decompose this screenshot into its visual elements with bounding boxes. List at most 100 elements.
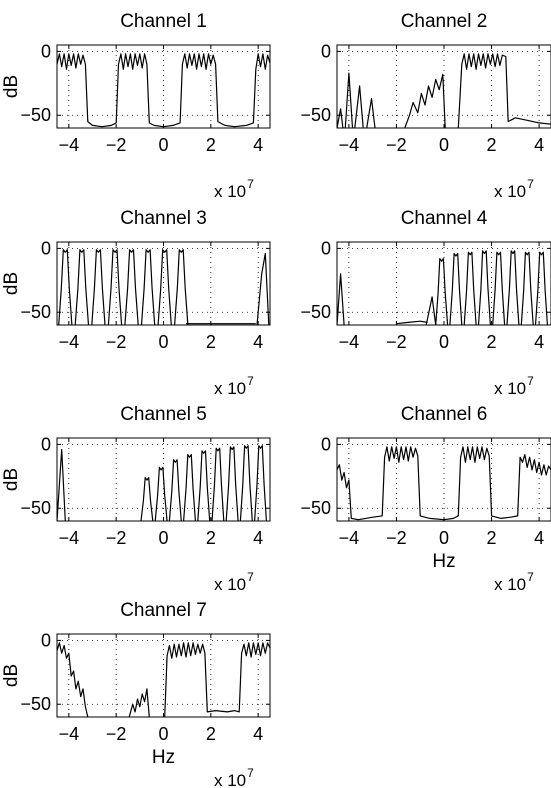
series-group — [58, 249, 270, 325]
x-tick-label: 0 — [439, 135, 449, 155]
series-line — [168, 459, 182, 521]
x-tick-label: −2 — [106, 528, 127, 548]
chart-title: Channel 2 — [401, 11, 488, 32]
series-line — [124, 249, 139, 325]
x-tick-label: −4 — [339, 332, 360, 352]
series-line — [239, 445, 253, 521]
x-tick-label: 0 — [158, 135, 168, 155]
series-line — [140, 249, 156, 325]
x-axis-label: Hz — [152, 747, 175, 768]
chart-title: Channel 1 — [120, 11, 207, 32]
series-line — [425, 296, 437, 325]
series-line — [154, 466, 168, 521]
y-axis-label: dB — [1, 664, 22, 687]
series-line — [534, 251, 548, 325]
x-exponent-label: x 107 — [214, 766, 254, 788]
series-group — [337, 53, 551, 128]
series-line — [197, 450, 211, 521]
series-line — [256, 252, 270, 325]
x-tick-label: 4 — [253, 332, 263, 352]
y-tick-label: −50 — [20, 498, 51, 518]
x-tick-label: −4 — [339, 528, 360, 548]
x-exponent-label: x 107 — [494, 374, 534, 398]
x-tick-label: 4 — [253, 724, 263, 744]
y-axis-label: dB — [1, 468, 22, 491]
panel-channel-5: −4 −2 0 2 4 0 −50 Channel 5 dB x 107 — [1, 404, 271, 594]
series-line — [57, 642, 89, 717]
y-tick-label: −50 — [20, 302, 51, 322]
series-group — [337, 250, 548, 325]
x-exponent-power: 7 — [527, 177, 534, 191]
x-exponent-power: 7 — [247, 177, 254, 191]
series-line — [457, 53, 551, 128]
x-tick-label: −2 — [106, 724, 127, 744]
x-exponent-base: x 10 — [494, 379, 526, 398]
panel-channel-3: −4 −2 0 2 4 0 −50 Channel 3 dB x 107 — [1, 208, 271, 398]
series-line — [91, 249, 106, 325]
chart-title: Channel 6 — [401, 404, 488, 425]
y-tick-label: 0 — [41, 41, 51, 61]
x-exponent-label: x 107 — [214, 374, 254, 398]
y-tick-label: −50 — [300, 498, 331, 518]
y-tick-label: 0 — [321, 434, 331, 454]
panel-channel-7: −4 −2 0 2 4 0 −50 Channel 7 dB Hz x 107 — [1, 600, 271, 788]
series-line — [157, 249, 172, 325]
x-tick-label: −2 — [386, 332, 407, 352]
panel-channel-1: −4 −2 0 2 4 0 −50 Channel 1 dB x 107 — [1, 11, 271, 201]
series-line — [225, 446, 239, 521]
series-line — [211, 447, 225, 521]
x-tick-label: −4 — [339, 135, 360, 155]
y-tick-label: 0 — [41, 434, 51, 454]
x-tick-label: 2 — [487, 528, 497, 548]
series-line — [492, 251, 506, 325]
series-line — [463, 251, 477, 325]
series-line — [57, 448, 66, 521]
series-line — [344, 72, 354, 128]
x-exponent-power: 7 — [247, 766, 254, 780]
x-exponent-label: x 107 — [494, 570, 534, 594]
series-line — [449, 252, 463, 325]
series-group — [57, 642, 270, 717]
series-line — [354, 85, 364, 128]
series-line — [57, 53, 270, 128]
x-tick-label: −4 — [59, 528, 80, 548]
x-tick-label: −4 — [59, 724, 80, 744]
x-tick-label: 0 — [439, 528, 449, 548]
series-line — [128, 688, 150, 717]
chart-title: Channel 7 — [120, 600, 207, 621]
series-group — [57, 445, 267, 521]
x-tick-label: 2 — [206, 528, 216, 548]
x-tick-label: −2 — [106, 332, 127, 352]
x-tick-label: 2 — [487, 332, 497, 352]
panel-channel-6: −4 −2 0 2 4 0 −50 Channel 6 Hz x 107 — [300, 404, 551, 594]
series-line — [74, 249, 90, 325]
y-axis-label: dB — [1, 272, 22, 295]
x-tick-label: 2 — [206, 135, 216, 155]
series-line — [506, 250, 520, 325]
series-line — [396, 320, 428, 325]
series-line — [366, 98, 376, 128]
x-exponent-base: x 10 — [214, 771, 246, 788]
y-tick-label: 0 — [321, 238, 331, 258]
series-group — [57, 53, 270, 128]
x-exponent-label: x 107 — [214, 570, 254, 594]
x-tick-label: −4 — [59, 135, 80, 155]
y-tick-label: −50 — [300, 105, 331, 125]
x-tick-label: 2 — [487, 135, 497, 155]
series-line — [337, 108, 344, 128]
x-tick-label: 0 — [158, 528, 168, 548]
x-tick-label: 4 — [534, 135, 544, 155]
series-line — [164, 642, 270, 717]
x-tick-label: 0 — [158, 724, 168, 744]
y-tick-label: 0 — [41, 630, 51, 650]
series-line — [477, 250, 491, 325]
chart-title: Channel 4 — [401, 208, 488, 229]
x-exponent-base: x 10 — [494, 182, 526, 201]
x-exponent-label: x 107 — [214, 177, 254, 201]
y-tick-label: 0 — [41, 238, 51, 258]
x-exponent-base: x 10 — [214, 575, 246, 594]
x-tick-label: 2 — [206, 332, 216, 352]
x-axis-label: Hz — [432, 551, 455, 572]
x-tick-label: 0 — [158, 332, 168, 352]
